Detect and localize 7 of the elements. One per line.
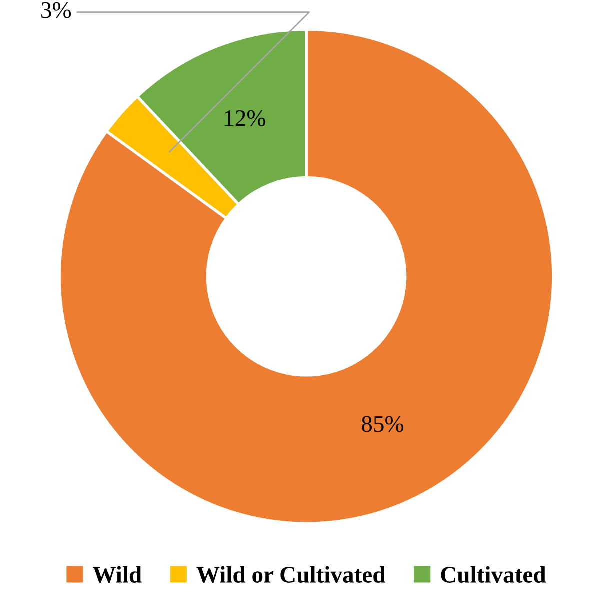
legend-label: Wild or Cultivated [196,566,386,584]
legend-label: Wild [92,566,142,584]
legend-label: Cultivated [441,566,546,584]
data-label: 12% [225,110,266,126]
donut-slice [58,28,555,525]
data-label: 3% [42,2,72,18]
data-label: 85% [362,416,404,432]
